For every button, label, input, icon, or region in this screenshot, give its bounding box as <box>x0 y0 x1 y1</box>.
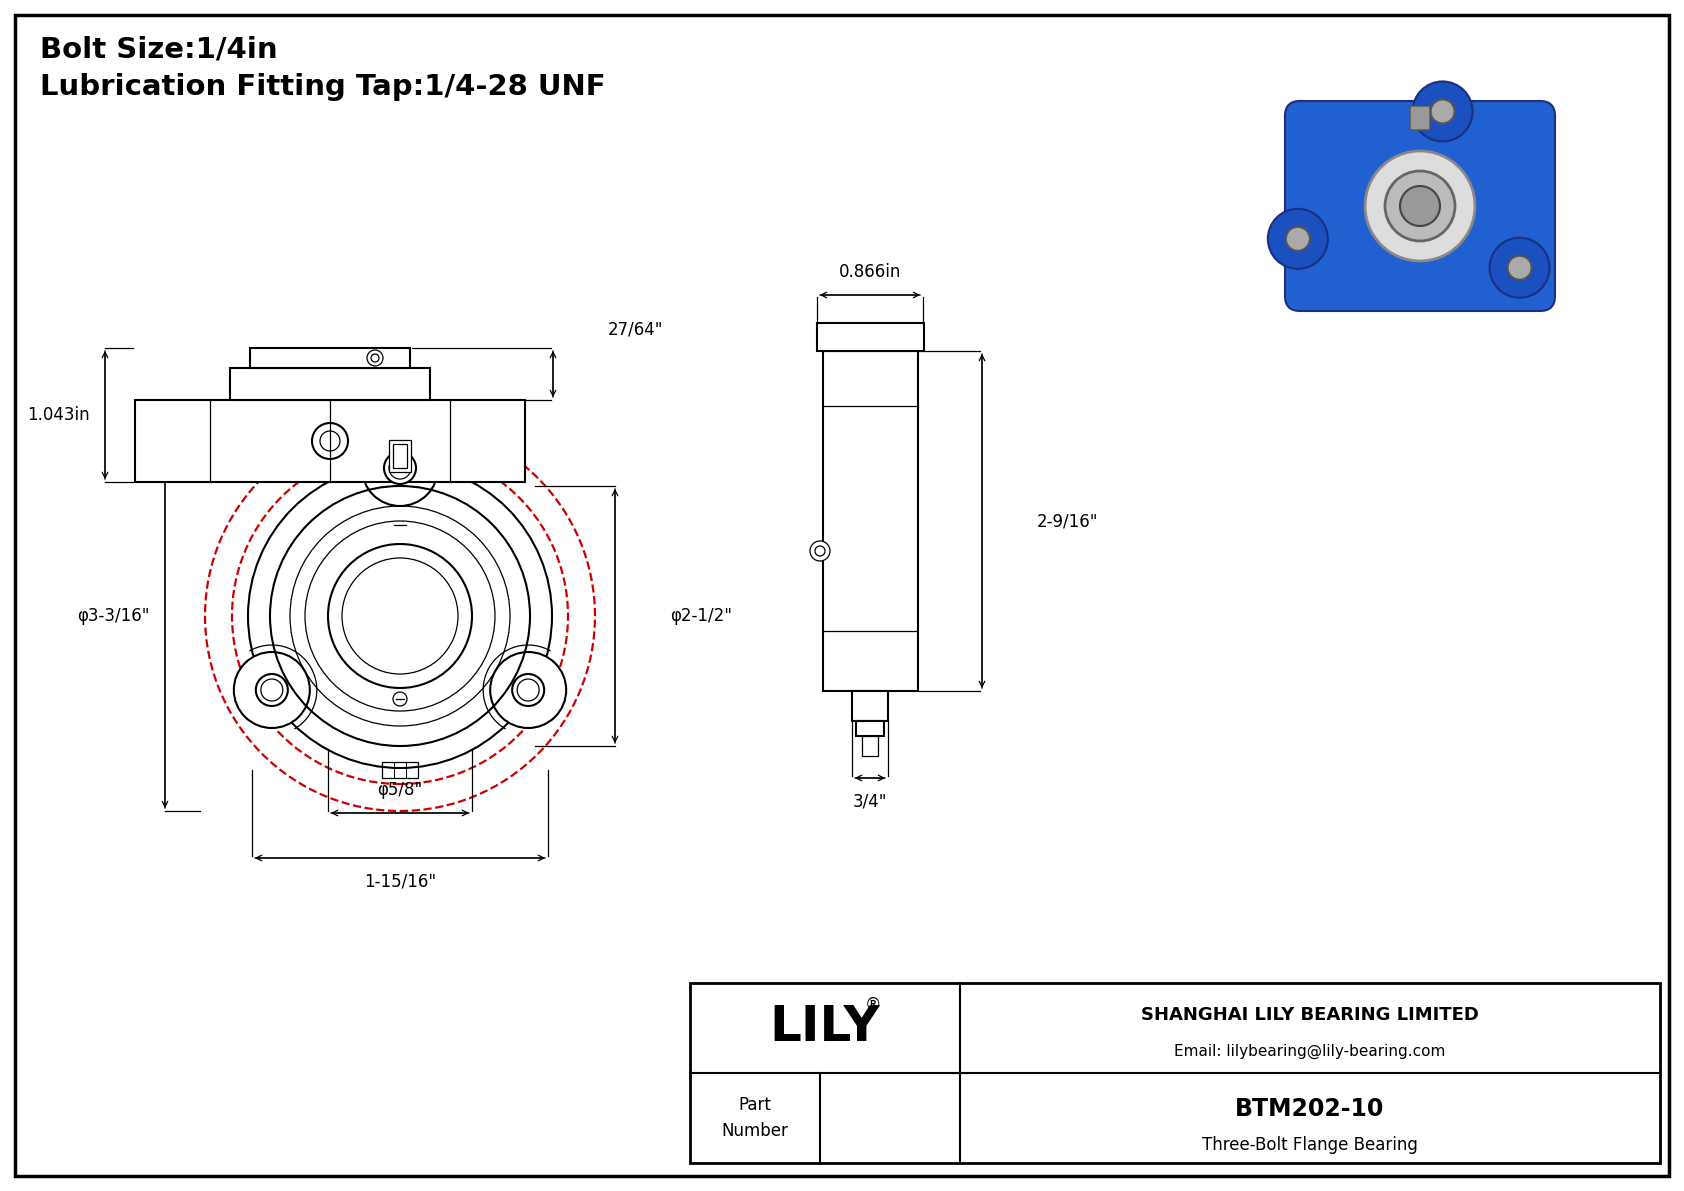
Circle shape <box>362 430 438 506</box>
Bar <box>852 691 887 721</box>
Circle shape <box>1413 81 1472 142</box>
FancyBboxPatch shape <box>1285 101 1554 311</box>
Text: LILY: LILY <box>770 1003 881 1052</box>
Bar <box>862 736 877 756</box>
Circle shape <box>1268 208 1329 269</box>
Text: SHANGHAI LILY BEARING LIMITED: SHANGHAI LILY BEARING LIMITED <box>1142 1006 1479 1024</box>
Text: Bolt Size:1/4in: Bolt Size:1/4in <box>40 36 278 64</box>
Text: 3/4": 3/4" <box>852 792 887 810</box>
Text: ®: ® <box>866 996 881 1014</box>
Bar <box>135 400 525 482</box>
Circle shape <box>248 464 552 768</box>
Circle shape <box>1490 238 1549 298</box>
Bar <box>389 439 411 472</box>
Text: 2-9/16": 2-9/16" <box>1037 512 1098 530</box>
Circle shape <box>256 674 288 706</box>
Text: Email: lilybearing@lily-bearing.com: Email: lilybearing@lily-bearing.com <box>1174 1043 1445 1059</box>
Circle shape <box>1384 172 1455 241</box>
Circle shape <box>1507 256 1531 280</box>
Text: φ5/8": φ5/8" <box>377 781 423 799</box>
Circle shape <box>234 651 310 728</box>
Text: Three-Bolt Flange Bearing: Three-Bolt Flange Bearing <box>1202 1136 1418 1154</box>
Circle shape <box>384 453 416 484</box>
Text: φ2-1/2": φ2-1/2" <box>670 607 733 625</box>
Text: φ3-3/16": φ3-3/16" <box>77 607 150 625</box>
Circle shape <box>512 674 544 706</box>
Bar <box>823 351 918 691</box>
Bar <box>382 762 418 778</box>
Text: 9/32": 9/32" <box>377 372 423 389</box>
Text: Part
Number: Part Number <box>721 1097 788 1140</box>
Text: 0.866in: 0.866in <box>839 263 901 281</box>
Text: BTM202-10: BTM202-10 <box>1236 1097 1384 1121</box>
Circle shape <box>1366 151 1475 261</box>
Text: Lubrication Fitting Tap:1/4-28 UNF: Lubrication Fitting Tap:1/4-28 UNF <box>40 73 606 101</box>
Bar <box>249 348 409 368</box>
Text: 27/64": 27/64" <box>608 320 663 338</box>
Circle shape <box>328 544 472 688</box>
Circle shape <box>1399 186 1440 226</box>
FancyBboxPatch shape <box>1410 106 1430 130</box>
Text: 1.043in: 1.043in <box>27 406 89 424</box>
Circle shape <box>1287 226 1310 251</box>
Bar <box>231 368 429 400</box>
Bar <box>392 444 408 468</box>
Circle shape <box>810 541 830 561</box>
Bar <box>855 721 884 736</box>
Bar <box>817 323 925 351</box>
Text: 1-15/16": 1-15/16" <box>364 872 436 890</box>
Bar <box>690 983 1660 1162</box>
Circle shape <box>490 651 566 728</box>
Circle shape <box>1431 100 1455 124</box>
